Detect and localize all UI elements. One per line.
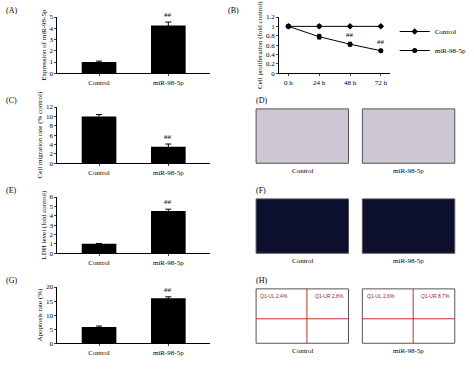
svg-text:miR-98-5p: miR-98-5p: [393, 167, 424, 175]
svg-text:##: ##: [346, 31, 354, 39]
svg-text:LDH level (fold control): LDH level (fold control): [40, 190, 48, 260]
svg-text:4: 4: [50, 25, 54, 33]
svg-text:(E): (E): [6, 186, 17, 195]
svg-text:0: 0: [271, 70, 275, 78]
svg-text:5: 5: [50, 326, 54, 334]
svg-text:Control: Control: [88, 169, 109, 177]
svg-text:(F): (F): [256, 186, 266, 195]
svg-text:0.6: 0.6: [266, 42, 275, 50]
svg-text:2: 2: [50, 231, 54, 239]
svg-text:1.2: 1.2: [266, 13, 275, 21]
svg-text:0.4: 0.4: [266, 51, 275, 59]
svg-text:10: 10: [46, 312, 54, 320]
svg-text:0: 0: [50, 250, 54, 258]
svg-text:Cell migration rate (% control: Cell migration rate (% control): [36, 91, 44, 178]
svg-text:(G): (G): [6, 276, 17, 285]
svg-text:Q1-UR 8.7%: Q1-UR 8.7%: [421, 293, 450, 299]
svg-text:1: 1: [271, 23, 275, 31]
svg-text:15: 15: [46, 298, 54, 306]
svg-text:4: 4: [50, 141, 54, 149]
svg-text:Control: Control: [88, 79, 109, 87]
svg-text:0 h: 0 h: [284, 79, 293, 87]
svg-text:##: ##: [164, 133, 172, 141]
svg-text:6: 6: [50, 132, 54, 140]
svg-text:12: 12: [46, 103, 54, 111]
svg-text:0: 0: [50, 160, 54, 168]
svg-text:8: 8: [50, 122, 54, 130]
svg-text:Control: Control: [292, 167, 313, 175]
svg-text:0.8: 0.8: [266, 32, 275, 40]
svg-text:Cell proliferation (fold contr: Cell proliferation (fold control): [256, 1, 264, 89]
svg-text:(C): (C): [6, 96, 17, 105]
svg-text:5: 5: [50, 203, 54, 211]
svg-text:##: ##: [164, 11, 172, 19]
svg-text:Q1-UR 2.8%: Q1-UR 2.8%: [315, 293, 344, 299]
svg-text:5: 5: [50, 13, 54, 21]
svg-text:10: 10: [46, 113, 54, 121]
svg-text:Q1-UL 2.4%: Q1-UL 2.4%: [260, 293, 288, 299]
svg-text:Control: Control: [292, 257, 313, 265]
svg-text:miR-98-5p: miR-98-5p: [153, 259, 184, 267]
svg-text:0.2: 0.2: [266, 60, 275, 68]
svg-text:miR-98-5p: miR-98-5p: [435, 47, 466, 55]
svg-text:miR-98-5p: miR-98-5p: [153, 349, 184, 357]
svg-text:24 h: 24 h: [313, 79, 326, 87]
svg-text:0: 0: [50, 340, 54, 348]
svg-text:##: ##: [164, 198, 172, 206]
svg-text:3: 3: [50, 222, 54, 230]
svg-text:0: 0: [50, 70, 54, 78]
svg-text:Control: Control: [435, 28, 456, 36]
svg-text:2: 2: [50, 150, 54, 158]
svg-text:miR-98-5p: miR-98-5p: [153, 79, 184, 87]
svg-text:4: 4: [50, 212, 54, 220]
svg-text:3: 3: [50, 36, 54, 44]
svg-text:1: 1: [50, 240, 54, 248]
svg-text:miR-98-5p: miR-98-5p: [393, 347, 424, 355]
svg-text:20: 20: [46, 283, 54, 291]
svg-text:##: ##: [377, 38, 385, 46]
svg-text:48 h: 48 h: [344, 79, 357, 87]
svg-text:2: 2: [50, 47, 54, 55]
svg-text:(A): (A): [6, 6, 17, 15]
svg-text:##: ##: [164, 286, 172, 294]
svg-text:Control: Control: [88, 349, 109, 357]
svg-text:(D): (D): [256, 96, 267, 105]
svg-text:6: 6: [50, 193, 54, 201]
svg-text:miR-98-5p: miR-98-5p: [393, 257, 424, 265]
svg-text:Q1-UL 2.6%: Q1-UL 2.6%: [367, 293, 395, 299]
svg-text:(B): (B): [228, 6, 239, 15]
svg-text:(H): (H): [256, 276, 267, 285]
svg-text:Control: Control: [88, 259, 109, 267]
svg-text:1: 1: [50, 58, 54, 66]
svg-text:Apoptosis rate (%): Apoptosis rate (%): [36, 288, 44, 342]
svg-text:miR-98-5p: miR-98-5p: [153, 169, 184, 177]
svg-text:72 h: 72 h: [375, 79, 388, 87]
svg-text:Expression of miR-98-5p: Expression of miR-98-5p: [40, 9, 48, 81]
svg-text:Control: Control: [292, 347, 313, 355]
